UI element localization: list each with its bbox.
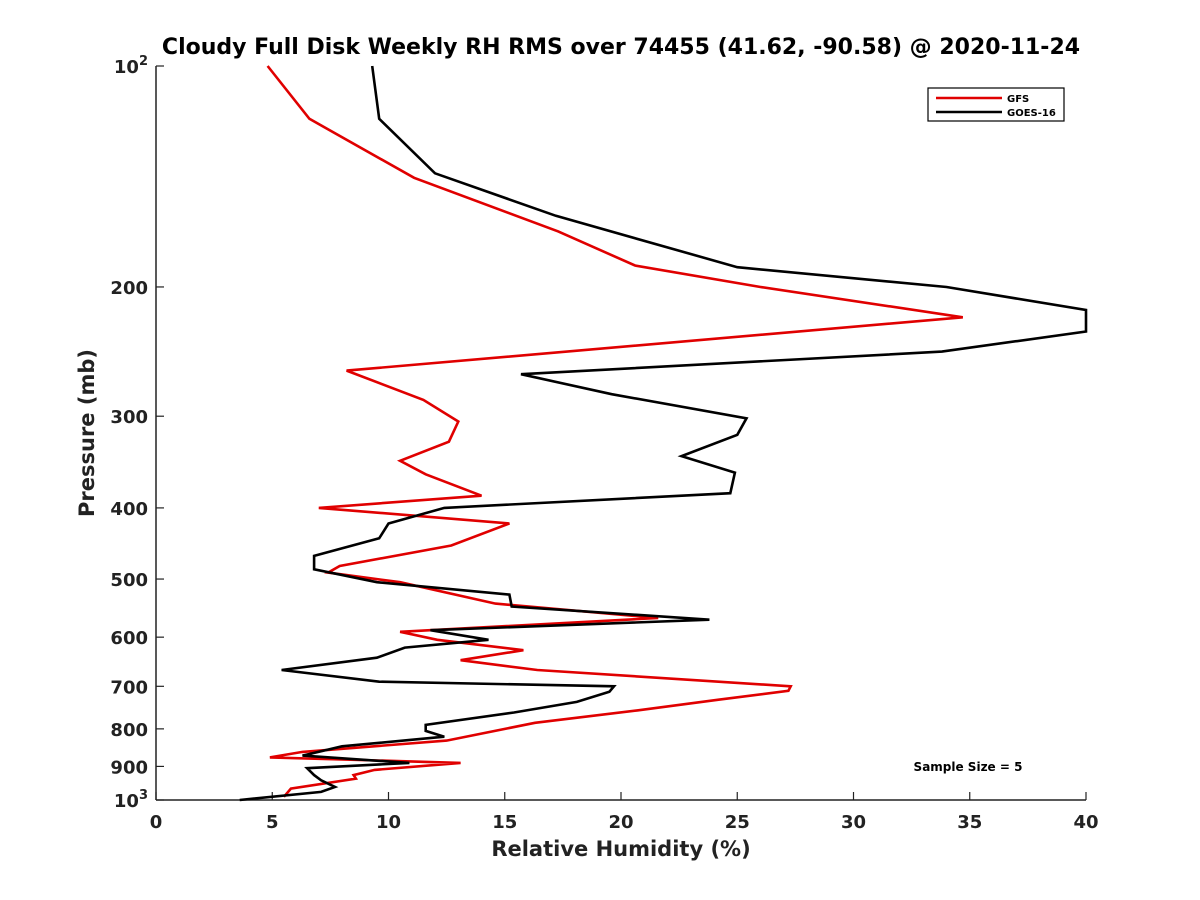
x-tick-label: 30 [841, 812, 866, 833]
x-tick-label: 10 [376, 812, 401, 833]
x-tick-label: 25 [725, 812, 750, 833]
legend: GFS GOES-16 [927, 87, 1065, 122]
y-tick-label: 103 [114, 788, 148, 812]
legend-box [927, 87, 1065, 122]
y-tick-base: 10 [114, 791, 139, 812]
y-tick-label: 500 [110, 570, 148, 591]
x-tick-label: 5 [266, 812, 279, 833]
y-tick-label: 800 [110, 720, 148, 741]
y-tick-label: 900 [110, 757, 148, 778]
series-line-goes-16 [239, 65, 1088, 802]
y-tick-exponent: 2 [139, 54, 148, 69]
plot-frame [155, 66, 1086, 801]
legend-label: GFS [1007, 94, 1029, 105]
legend-label: GOES-16 [1007, 108, 1056, 119]
y-tick-label: 400 [110, 499, 148, 520]
chart-title: Cloudy Full Disk Weekly RH RMS over 7445… [162, 35, 1080, 60]
x-ticks: 0 5 10 15 20 25 30 35 40 [150, 792, 1099, 833]
y-tick-label: 102 [114, 54, 148, 78]
sample-size-annotation: Sample Size = 5 [914, 760, 1023, 774]
y-axis-label: Pressure (mb) [75, 349, 99, 517]
y-tick-label: 300 [110, 407, 148, 428]
series-lines [239, 65, 1088, 802]
x-tick-label: 0 [150, 812, 163, 833]
y-tick-label: 600 [110, 628, 148, 649]
y-tick-exponent: 3 [139, 788, 148, 803]
series-line-gfs [266, 65, 963, 798]
y-tick-base: 10 [114, 57, 139, 78]
x-tick-label: 15 [492, 812, 517, 833]
x-tick-label: 35 [957, 812, 982, 833]
x-axis-label: Relative Humidity (%) [491, 837, 750, 861]
x-tick-label: 20 [608, 812, 633, 833]
y-tick-label: 700 [110, 677, 148, 698]
y-tick-label: 200 [110, 278, 148, 299]
x-tick-label: 40 [1073, 812, 1098, 833]
